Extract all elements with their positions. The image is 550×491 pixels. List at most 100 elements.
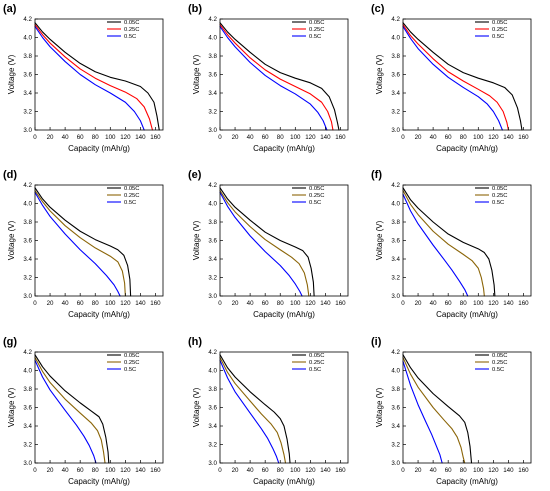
y-tick-label: 3.4 xyxy=(391,423,400,430)
series-group xyxy=(219,187,315,297)
y-tick-label: 4.0 xyxy=(23,368,32,375)
legend-label: 0.05C xyxy=(492,186,507,192)
y-tick-label: 4.0 xyxy=(208,368,217,375)
panel-label: (e) xyxy=(188,169,202,181)
series-line-05C xyxy=(219,359,280,464)
panel-label: (f) xyxy=(371,169,382,181)
x-tick-label: 0 xyxy=(218,467,222,474)
y-tick-label: 4.2 xyxy=(208,16,217,23)
y-tick-label: 3.2 xyxy=(391,442,400,449)
y-tick-label: 3.2 xyxy=(391,275,400,282)
x-tick-label: 20 xyxy=(47,134,54,141)
x-axis-label: Capacity (mAh/g) xyxy=(436,310,498,319)
x-tick-label: 20 xyxy=(415,467,422,474)
x-tick-label: 60 xyxy=(77,134,84,141)
x-tick-label: 120 xyxy=(488,134,499,141)
x-tick-label: 20 xyxy=(415,300,422,307)
y-axis-label: Voltage (V) xyxy=(375,54,384,94)
chart-panel-8: (h) 0 20 40 60 80 100 120 140 160 3.0 3.2 3.4 3.6 3.8 4… xyxy=(188,336,349,486)
x-tick-label: 0 xyxy=(33,467,37,474)
y-tick-label: 3.2 xyxy=(23,275,32,282)
x-tick-label: 140 xyxy=(503,467,514,474)
legend-label: 0.5C xyxy=(309,34,321,40)
chart-panel-1: (a) 0 20 40 60 80 100 120 140 160 3.0 3.2 3.4 3.6 3.8 4… xyxy=(3,3,164,153)
x-tick-label: 80 xyxy=(460,467,467,474)
y-tick-label: 3.4 xyxy=(208,90,217,97)
x-tick-label: 20 xyxy=(232,300,239,307)
series-line-025C xyxy=(402,357,466,464)
legend-label: 0.5C xyxy=(492,200,504,206)
x-tick-label: 0 xyxy=(218,134,222,141)
x-tick-label: 100 xyxy=(290,300,301,307)
x-tick-label: 140 xyxy=(320,300,331,307)
x-tick-label: 160 xyxy=(335,467,346,474)
y-tick-label: 3.6 xyxy=(391,72,400,79)
y-tick-label: 4.0 xyxy=(391,368,400,375)
x-tick-label: 0 xyxy=(401,467,405,474)
x-tick-label: 160 xyxy=(335,134,346,141)
series-line-05C xyxy=(402,360,443,464)
x-tick-label: 120 xyxy=(488,467,499,474)
series-line-005C xyxy=(402,22,523,131)
series-line-025C xyxy=(219,24,334,131)
panel-label: (d) xyxy=(3,169,17,181)
y-tick-label: 3.0 xyxy=(23,127,32,134)
y-tick-label: 3.8 xyxy=(391,219,400,226)
x-axis-label: Capacity (mAh/g) xyxy=(68,310,130,319)
x-tick-label: 140 xyxy=(135,300,146,307)
panel-label: (i) xyxy=(371,336,382,348)
y-tick-label: 3.2 xyxy=(208,275,217,282)
y-tick-label: 3.6 xyxy=(208,238,217,245)
plot-frame xyxy=(219,184,349,297)
y-tick-label: 3.0 xyxy=(208,127,217,134)
series-line-05C xyxy=(34,25,145,131)
y-tick-label: 3.0 xyxy=(208,460,217,467)
plot-frame xyxy=(402,351,532,464)
x-tick-label: 140 xyxy=(503,134,514,141)
y-axis-label: Voltage (V) xyxy=(7,54,16,94)
legend-label: 0.05C xyxy=(309,353,324,359)
x-tick-label: 160 xyxy=(150,134,161,141)
y-axis-label: Voltage (V) xyxy=(7,387,16,427)
x-tick-label: 120 xyxy=(305,467,316,474)
x-tick-label: 160 xyxy=(518,300,529,307)
x-tick-label: 140 xyxy=(135,467,146,474)
y-tick-label: 4.0 xyxy=(23,201,32,208)
legend-label: 0.5C xyxy=(492,34,504,40)
x-axis-label: Capacity (mAh/g) xyxy=(68,144,130,153)
x-tick-label: 140 xyxy=(320,134,331,141)
legend-label: 0.5C xyxy=(124,34,136,40)
chart-panel-9: (i) 0 20 40 60 80 100 120 140 160 3.0 3.2 3.4 3.6 3.8 4… xyxy=(371,336,532,486)
x-tick-label: 40 xyxy=(62,134,69,141)
x-tick-label: 100 xyxy=(105,134,116,141)
x-tick-label: 20 xyxy=(47,300,54,307)
y-tick-label: 3.0 xyxy=(391,460,400,467)
y-tick-label: 4.0 xyxy=(391,201,400,208)
y-tick-label: 3.4 xyxy=(23,90,32,97)
series-line-05C xyxy=(34,191,121,297)
x-tick-label: 40 xyxy=(62,467,69,474)
series-line-005C xyxy=(219,22,340,131)
x-axis-label: Capacity (mAh/g) xyxy=(436,144,498,153)
legend-label: 0.25C xyxy=(492,27,507,33)
plot-frame xyxy=(34,18,164,131)
series-group xyxy=(219,354,291,464)
legend-label: 0.25C xyxy=(124,360,139,366)
x-tick-label: 60 xyxy=(262,300,269,307)
y-tick-label: 3.0 xyxy=(391,293,400,300)
panel-label: (b) xyxy=(188,3,202,15)
y-tick-label: 3.8 xyxy=(23,53,32,60)
x-tick-label: 0 xyxy=(401,134,405,141)
x-tick-label: 80 xyxy=(92,300,99,307)
y-tick-label: 3.6 xyxy=(23,72,32,79)
x-tick-label: 100 xyxy=(473,300,484,307)
x-tick-label: 160 xyxy=(335,300,346,307)
y-tick-label: 4.2 xyxy=(23,349,32,356)
series-line-005C xyxy=(402,354,473,464)
